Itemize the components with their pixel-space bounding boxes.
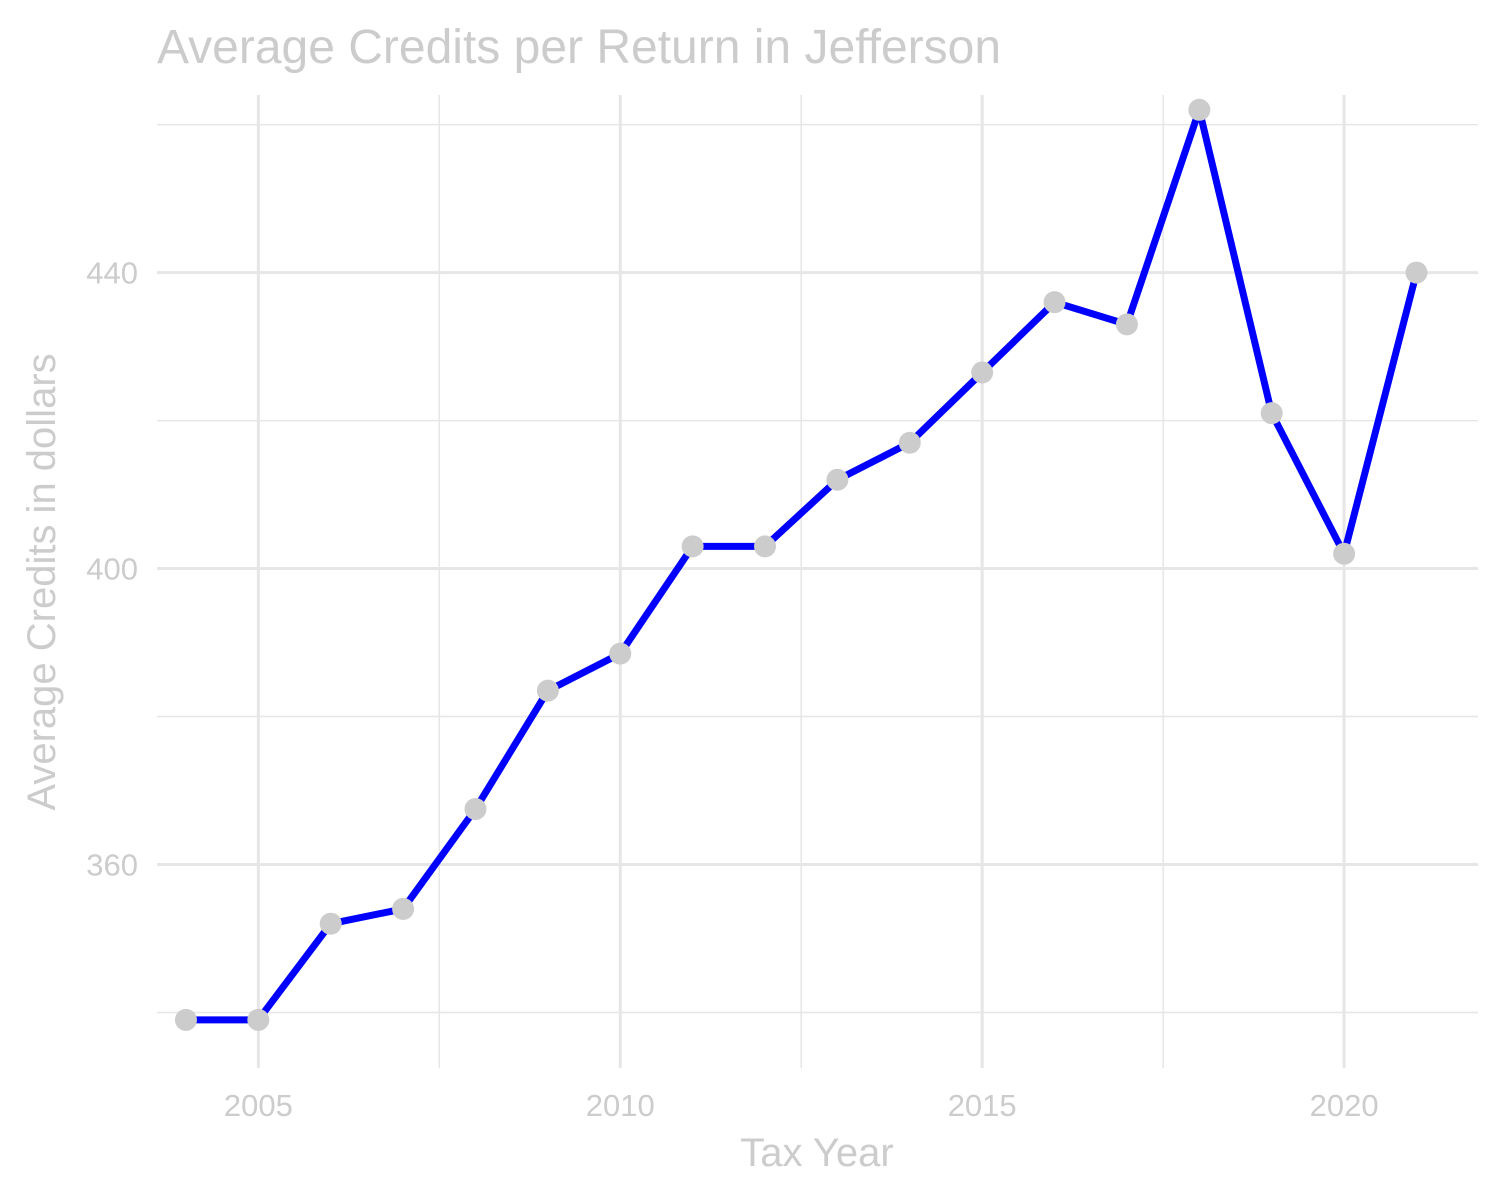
y-axis-label: Average Credits in dollars [20,353,64,810]
series-group [174,98,1428,1031]
data-point [536,679,559,702]
x-tick-label: 2005 [224,1088,293,1123]
y-tick-label: 400 [86,552,138,587]
data-point [1188,98,1211,121]
data-point [1115,313,1138,336]
data-point [1405,261,1428,284]
data-point [319,912,342,935]
data-point [971,361,994,384]
data-point [754,535,777,558]
data-point [1260,402,1283,425]
x-tick-label: 2015 [948,1088,1017,1123]
data-point [898,431,921,454]
y-tick-label: 440 [86,256,138,291]
grid [157,95,1478,1068]
chart-title: Average Credits per Return in Jefferson [157,21,1001,74]
data-point [1043,291,1066,314]
y-tick-label: 360 [86,848,138,883]
data-point [1333,542,1356,565]
data-point [174,1008,197,1031]
series-line [182,106,1420,1024]
axis-ticks: 360 400 440 2005 2010 2015 2020 [86,256,1378,1123]
x-axis-label: Tax Year [740,1131,893,1175]
x-tick-label: 2020 [1310,1088,1379,1123]
data-point [392,897,415,920]
data-point [681,535,704,558]
x-tick-label: 2010 [586,1088,655,1123]
data-point [464,798,487,821]
data-point [826,468,849,491]
data-point [247,1008,270,1031]
data-point [609,642,632,665]
